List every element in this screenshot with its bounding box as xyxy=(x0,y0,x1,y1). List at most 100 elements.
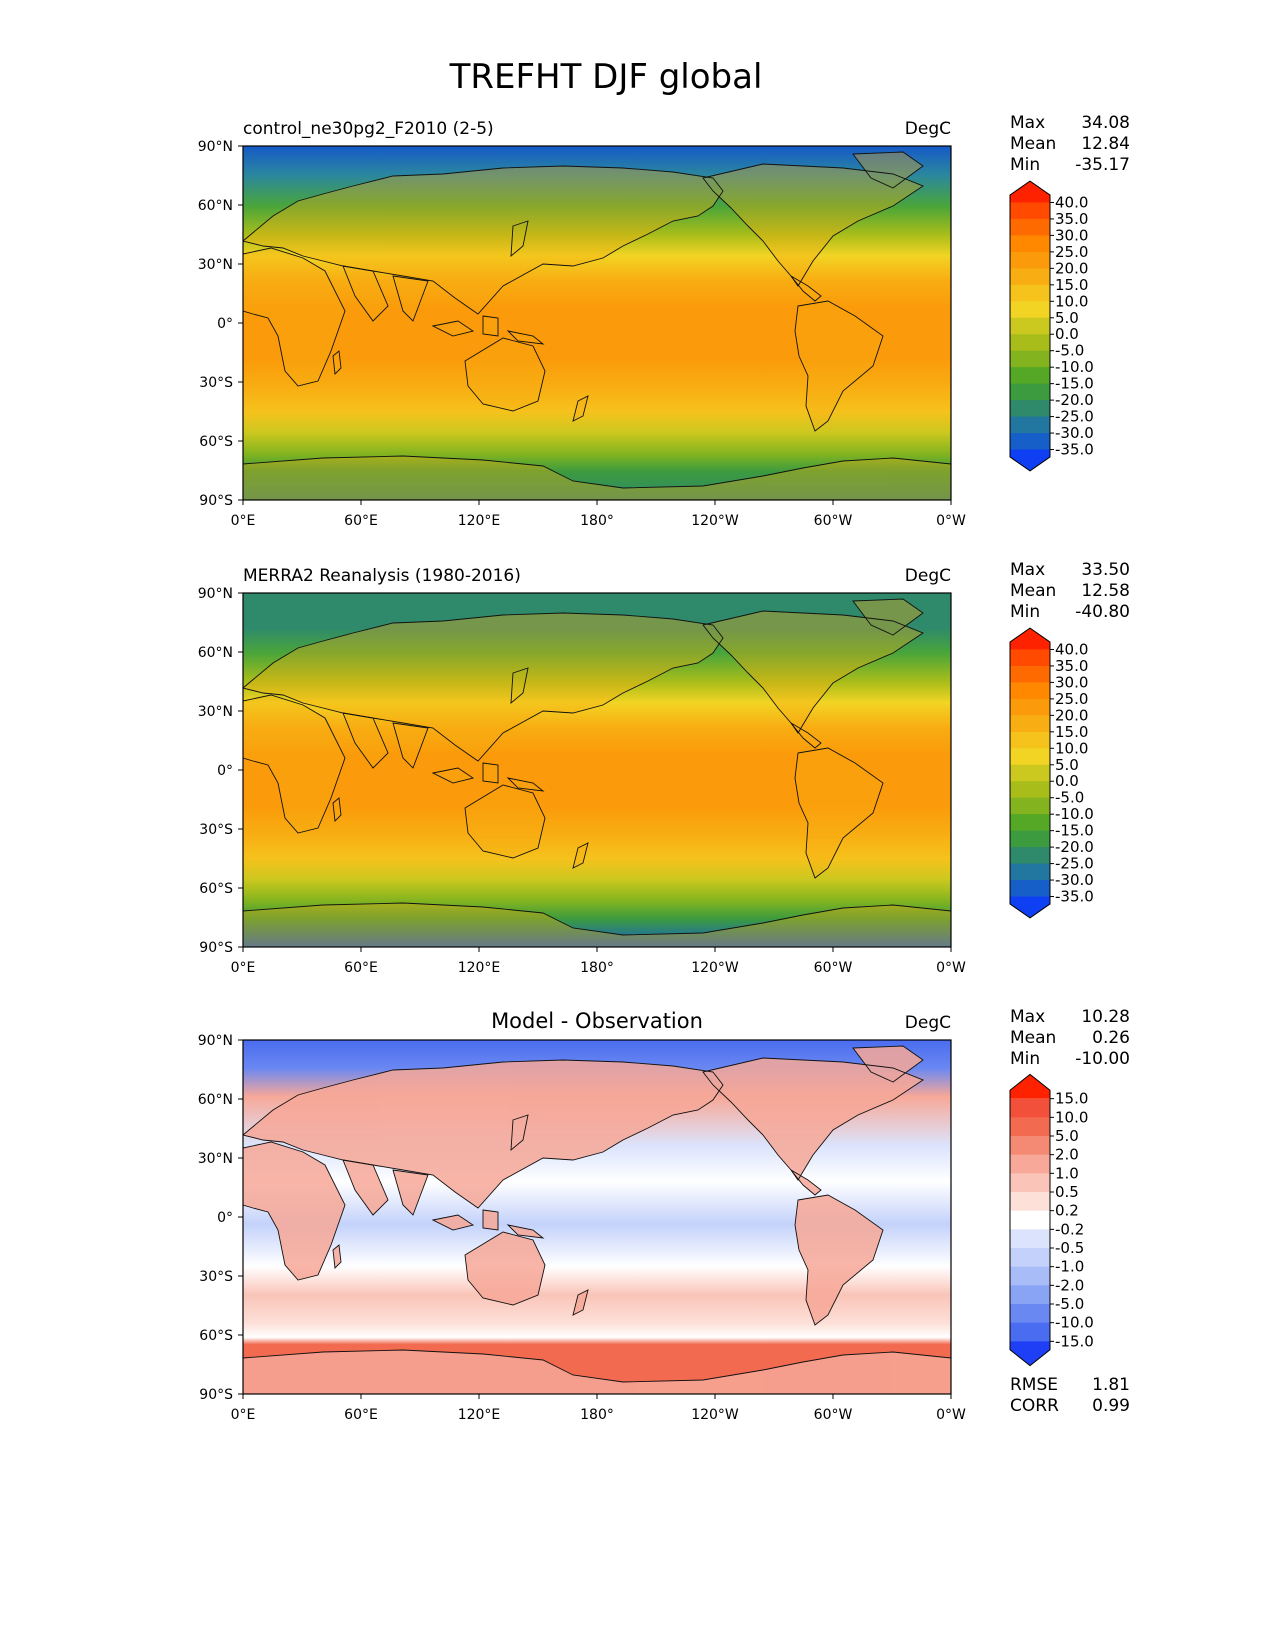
figure-title: TREFHT DJF global xyxy=(449,57,763,97)
stat-label: Mean xyxy=(1010,1028,1056,1048)
lat-tick-label: 0° xyxy=(217,763,233,779)
lat-tick-label: 30°N xyxy=(198,704,233,720)
colorbar-tick-label: -15.0 xyxy=(1055,822,1094,840)
colorbar-outline xyxy=(1009,180,1051,472)
lat-tick-label: 60°N xyxy=(198,1092,233,1108)
colorbar-segment xyxy=(1010,433,1050,451)
colorbar-segment xyxy=(1010,1074,1050,1099)
lat-tick-label: 30°N xyxy=(198,257,233,273)
colorbar-tick-label: -5.0 xyxy=(1055,789,1084,807)
colorbar-segment xyxy=(1010,416,1050,434)
lat-tick-label: 60°N xyxy=(198,645,233,661)
colorbar-tick-label: -20.0 xyxy=(1055,838,1094,856)
colorbar-segment xyxy=(1010,1173,1050,1193)
colorbar-tick-label: 2.0 xyxy=(1055,1146,1079,1164)
colorbar-tick-label: -30.0 xyxy=(1055,424,1094,442)
colorbar-segment xyxy=(1010,715,1050,733)
colorbar-segment xyxy=(1010,1266,1050,1286)
lat-tick-label: 30°S xyxy=(199,1269,233,1285)
colorbar-tick-label: 15.0 xyxy=(1055,723,1088,741)
lat-tick-label: 90°S xyxy=(199,1387,233,1403)
colorbar-segment xyxy=(1010,814,1050,832)
colorbar-tick-label: 10.0 xyxy=(1055,739,1088,757)
colorbar-segment xyxy=(1010,350,1050,368)
colorbar-segment xyxy=(1010,1248,1050,1268)
colorbar-segment xyxy=(1010,284,1050,302)
colorbar-tick-label: -0.2 xyxy=(1055,1220,1084,1238)
lon-tick-label: 60°W xyxy=(814,960,853,976)
map-field xyxy=(242,592,952,948)
map-panel-1: 90°N 60°N 30°N 0° 30°S 60°S 90°S 0°E 60°E 120°E 18… xyxy=(198,113,1130,529)
colorbar-tick-label: 0.2 xyxy=(1055,1202,1079,1220)
colorbar-tick-label: 35.0 xyxy=(1055,210,1088,228)
colorbar-tick-label: 35.0 xyxy=(1055,657,1088,675)
colorbar: 15.010.05.02.01.00.50.2-0.2-0.5-1.0-2.0-… xyxy=(1009,1073,1094,1367)
colorbar-tick-label: -0.5 xyxy=(1055,1239,1084,1257)
stat-label: Mean xyxy=(1010,134,1056,154)
colorbar-tick-label: 20.0 xyxy=(1055,706,1088,724)
colorbar-segment xyxy=(1010,698,1050,716)
lat-tick-label: 60°S xyxy=(199,881,233,897)
colorbar-tick-label: -2.0 xyxy=(1055,1276,1084,1294)
colorbar-tick-label: 25.0 xyxy=(1055,690,1088,708)
colorbar-segment xyxy=(1010,218,1050,236)
lon-tick-label: 180° xyxy=(580,960,614,976)
map-panel-2: 90°N 60°N 30°N 0° 30°S 60°S 90°S 0°E 60°E 120°E 18… xyxy=(198,560,1130,976)
stat-value: 0.26 xyxy=(1092,1028,1130,1048)
panel-units: DegC xyxy=(905,1013,951,1033)
colorbar-segment xyxy=(1010,880,1050,898)
lon-tick-label: 0°W xyxy=(936,960,966,976)
lon-tick-label: 120°W xyxy=(691,1407,739,1423)
stat-value: -35.17 xyxy=(1075,155,1130,175)
colorbar-tick-label: 15.0 xyxy=(1055,1090,1088,1108)
colorbar-tick-label: 1.0 xyxy=(1055,1164,1079,1182)
colorbar-segment xyxy=(1010,731,1050,749)
metric-label: CORR xyxy=(1010,1396,1059,1416)
colorbar-tick-label: -35.0 xyxy=(1055,888,1094,906)
colorbar-segment xyxy=(1010,1285,1050,1305)
colorbar-tick-label: -20.0 xyxy=(1055,391,1094,409)
stat-value: 10.28 xyxy=(1081,1007,1130,1027)
colorbar-tick-label: 5.0 xyxy=(1055,309,1079,327)
lon-tick-label: 60°E xyxy=(344,1407,378,1423)
panel-left-title: control_ne30pg2_F2010 (2-5) xyxy=(243,119,494,139)
map-field xyxy=(242,1039,952,1395)
colorbar-tick-label: -35.0 xyxy=(1055,441,1094,459)
colorbar-tick-label: 40.0 xyxy=(1055,640,1088,658)
colorbar-segment xyxy=(1010,830,1050,848)
colorbar-segment xyxy=(1010,628,1050,650)
colorbar-segment xyxy=(1010,781,1050,799)
lon-tick-label: 0°E xyxy=(231,513,256,529)
colorbar-segment xyxy=(1010,400,1050,418)
colorbar-segment xyxy=(1010,1098,1050,1118)
colorbar-segment xyxy=(1010,202,1050,220)
colorbar-segment xyxy=(1010,334,1050,352)
lon-tick-label: 60°W xyxy=(814,513,853,529)
colorbar-tick-label: 15.0 xyxy=(1055,276,1088,294)
colorbar-segment xyxy=(1010,665,1050,683)
stat-label: Min xyxy=(1010,602,1040,622)
lat-tick-label: 30°S xyxy=(199,822,233,838)
colorbar-tick-label: -30.0 xyxy=(1055,871,1094,889)
lon-tick-label: 120°E xyxy=(458,960,501,976)
lon-tick-label: 120°W xyxy=(691,513,739,529)
stat-value: -10.00 xyxy=(1075,1049,1130,1069)
metric-label: RMSE xyxy=(1010,1375,1058,1395)
lon-tick-label: 60°W xyxy=(814,1407,853,1423)
lat-tick-label: 60°S xyxy=(199,1328,233,1344)
colorbar-tick-label: -25.0 xyxy=(1055,408,1094,426)
panel-center-title: Model - Observation xyxy=(491,1009,703,1033)
colorbar-segment xyxy=(1010,251,1050,269)
colorbar: 40.035.030.025.020.015.010.05.00.0-5.0-1… xyxy=(1009,627,1094,919)
colorbar-tick-label: 0.0 xyxy=(1055,772,1079,790)
colorbar-tick-label: 5.0 xyxy=(1055,1127,1079,1145)
colorbar-segment xyxy=(1010,847,1050,865)
colorbar-tick-label: -10.0 xyxy=(1055,358,1094,376)
colorbar-segment xyxy=(1010,268,1050,286)
metric-value: 1.81 xyxy=(1092,1375,1130,1395)
colorbar-tick-label: 0.5 xyxy=(1055,1183,1079,1201)
stat-label: Min xyxy=(1010,1049,1040,1069)
stat-value: -40.80 xyxy=(1075,602,1130,622)
colorbar-segment xyxy=(1010,1154,1050,1174)
